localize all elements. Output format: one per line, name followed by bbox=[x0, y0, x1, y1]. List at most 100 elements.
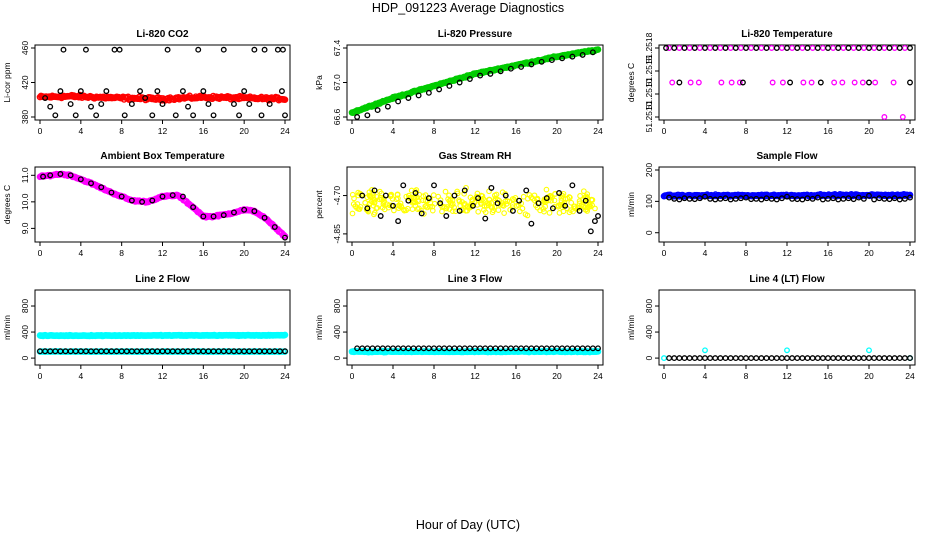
data-point bbox=[556, 190, 562, 196]
data-point bbox=[891, 355, 898, 362]
data-point bbox=[784, 347, 790, 354]
data-point bbox=[464, 203, 471, 210]
y-tick-label: 0 bbox=[332, 355, 342, 360]
data-point bbox=[57, 171, 64, 177]
data-point bbox=[507, 65, 514, 72]
panel-title: Sample Flow bbox=[756, 151, 817, 162]
data-point bbox=[860, 355, 867, 362]
data-point bbox=[840, 45, 847, 51]
data-point bbox=[357, 204, 364, 210]
data-point bbox=[831, 79, 838, 86]
data-point bbox=[111, 46, 118, 53]
x-tick-label: 16 bbox=[511, 126, 521, 136]
x-tick-label: 16 bbox=[823, 371, 833, 381]
series-1-min-average bbox=[661, 347, 913, 362]
plot-frame bbox=[658, 289, 916, 366]
data-point bbox=[98, 101, 105, 108]
x-tick-label: 0 bbox=[38, 371, 43, 381]
x-tick-label: 16 bbox=[511, 371, 521, 381]
data-point bbox=[509, 202, 516, 208]
data-point bbox=[47, 103, 54, 110]
data-point bbox=[261, 214, 268, 221]
x-tick-label: 12 bbox=[158, 248, 168, 258]
data-point bbox=[663, 45, 669, 51]
data-point bbox=[57, 88, 64, 95]
data-point bbox=[768, 45, 775, 51]
x-tick-label: 4 bbox=[78, 126, 83, 136]
data-point bbox=[281, 96, 289, 103]
y-tick-label: 420 bbox=[20, 75, 30, 89]
data-point bbox=[896, 355, 903, 362]
series-1-min-average bbox=[36, 170, 289, 240]
data-point bbox=[200, 88, 207, 95]
y-tick-label: 0 bbox=[644, 355, 654, 360]
y-axis-label: Li-cor ppm bbox=[2, 62, 12, 102]
x-tick-label: 12 bbox=[158, 126, 168, 136]
data-point bbox=[425, 89, 432, 96]
data-point bbox=[661, 355, 667, 362]
x-tick-label: 8 bbox=[744, 371, 749, 381]
data-point bbox=[800, 79, 807, 86]
data-point bbox=[241, 206, 248, 213]
data-point bbox=[789, 45, 796, 51]
x-tick-label: 8 bbox=[432, 371, 437, 381]
data-point bbox=[568, 199, 575, 206]
data-point bbox=[576, 207, 583, 214]
data-point bbox=[364, 112, 371, 119]
data-point bbox=[439, 208, 445, 215]
series-hourly-average bbox=[666, 192, 913, 203]
data-point bbox=[454, 188, 461, 195]
panel-title: Ambient Box Temperature bbox=[100, 151, 225, 162]
y-tick-label: 67.4 bbox=[332, 39, 342, 56]
data-point bbox=[172, 112, 179, 119]
data-point bbox=[274, 46, 281, 53]
data-point bbox=[787, 79, 794, 86]
data-point bbox=[580, 196, 586, 203]
data-point bbox=[758, 355, 765, 362]
data-point bbox=[562, 202, 569, 209]
data-point bbox=[758, 196, 765, 203]
data-point bbox=[47, 172, 54, 179]
data-point bbox=[886, 196, 893, 203]
data-point bbox=[210, 213, 217, 220]
data-point bbox=[773, 196, 780, 203]
data-point bbox=[488, 184, 495, 191]
data-point bbox=[179, 88, 186, 95]
data-point bbox=[420, 197, 426, 204]
data-point bbox=[49, 348, 56, 355]
data-point bbox=[758, 45, 765, 51]
y-axis-label: percent bbox=[314, 190, 324, 219]
data-point bbox=[686, 45, 693, 51]
data-point bbox=[430, 192, 437, 198]
y-tick-label: 0 bbox=[644, 230, 654, 235]
data-point bbox=[405, 95, 412, 101]
x-tick-label: 16 bbox=[511, 248, 521, 258]
data-point bbox=[422, 192, 429, 198]
y-tick-label: 800 bbox=[644, 299, 654, 313]
data-point bbox=[431, 182, 437, 189]
data-point bbox=[866, 45, 872, 51]
x-tick-label: 16 bbox=[823, 248, 833, 258]
data-point bbox=[886, 45, 893, 51]
data-point bbox=[190, 204, 197, 211]
data-point bbox=[763, 355, 770, 362]
data-point bbox=[491, 204, 498, 210]
panel-title: Li-820 Pressure bbox=[438, 29, 513, 40]
data-point bbox=[378, 190, 385, 197]
data-point bbox=[763, 45, 770, 51]
data-point bbox=[778, 195, 785, 202]
y-tick-label: 51.2510 bbox=[644, 78, 654, 109]
data-point bbox=[579, 201, 585, 208]
x-tick-label: 4 bbox=[391, 248, 396, 258]
series-hourly-average bbox=[663, 45, 913, 86]
panel-co2: Li-820 CO2 0 4 8 12 16 20 24 380 420 460 Li-cor ppm bbox=[2, 29, 291, 136]
data-point bbox=[200, 213, 207, 220]
data-point bbox=[185, 103, 191, 110]
data-point bbox=[570, 208, 576, 215]
data-point bbox=[501, 210, 507, 216]
data-point bbox=[732, 355, 739, 362]
data-point bbox=[137, 88, 143, 95]
data-point bbox=[743, 355, 749, 362]
